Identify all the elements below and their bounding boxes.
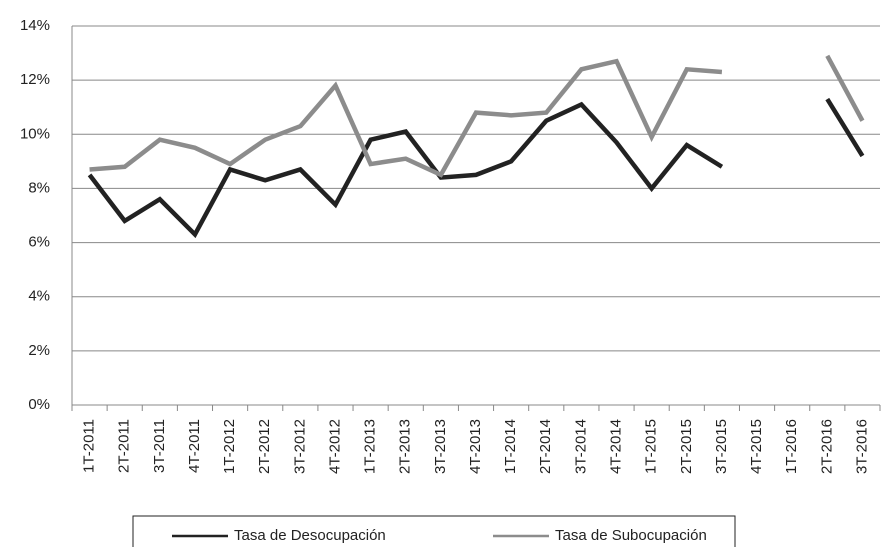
x-tick-label: 2T-2011 bbox=[116, 419, 133, 473]
y-tick-label: 2% bbox=[28, 342, 50, 359]
y-tick-label: 14% bbox=[20, 17, 50, 34]
x-tick-label: 3T-2016 bbox=[853, 419, 870, 474]
y-tick-label: 4% bbox=[28, 288, 50, 305]
x-tick-label: 1T-2012 bbox=[221, 419, 238, 474]
y-tick-label: 0% bbox=[28, 396, 50, 413]
x-tick-label: 2T-2014 bbox=[537, 419, 554, 474]
x-tick-label: 3T-2014 bbox=[572, 419, 589, 474]
x-tick-label: 1T-2014 bbox=[502, 419, 519, 474]
x-tick-label: 1T-2015 bbox=[643, 419, 660, 474]
x-tick-label: 3T-2015 bbox=[713, 419, 730, 474]
x-tick-label: 3T-2011 bbox=[151, 419, 168, 473]
legend-label: Tasa de Desocupación bbox=[234, 527, 386, 544]
x-tick-label: 4T-2012 bbox=[326, 419, 343, 474]
series-line bbox=[87, 97, 865, 239]
x-tick-label: 2T-2013 bbox=[397, 419, 414, 474]
x-tick-label: 2T-2016 bbox=[818, 419, 835, 474]
x-tick-label: 4T-2011 bbox=[186, 419, 203, 473]
x-tick-label: 1T-2013 bbox=[362, 419, 379, 474]
x-tick-label: 3T-2013 bbox=[432, 419, 449, 474]
x-tick-label: 4T-2015 bbox=[748, 419, 765, 474]
y-tick-label: 10% bbox=[20, 125, 50, 142]
x-tick-label: 4T-2013 bbox=[467, 419, 484, 474]
x-tick-label: 1T-2011 bbox=[81, 419, 98, 473]
legend-box bbox=[132, 515, 736, 547]
y-tick-label: 12% bbox=[20, 71, 50, 88]
x-tick-label: 1T-2016 bbox=[783, 419, 800, 474]
x-tick-label: 3T-2012 bbox=[291, 419, 308, 474]
y-tick-label: 6% bbox=[28, 234, 50, 251]
x-tick-label: 4T-2014 bbox=[607, 419, 624, 474]
legend-label: Tasa de Subocupación bbox=[555, 527, 707, 544]
x-tick-label: 2T-2012 bbox=[256, 419, 273, 474]
x-tick-label: 2T-2015 bbox=[678, 419, 695, 474]
y-tick-label: 8% bbox=[28, 179, 50, 196]
series-line bbox=[89, 54, 865, 178]
